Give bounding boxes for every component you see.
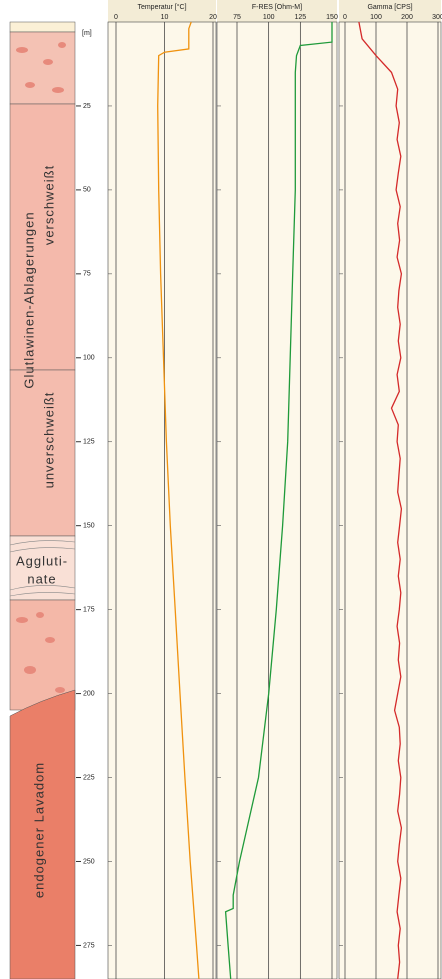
lithology-label: endogener Lavadom [31,762,46,898]
y-tick-label: 275 [83,942,95,949]
y-tick-label: 75 [83,271,91,278]
y-tick-label: 100 [83,355,95,362]
y-tick-label: 25 [83,103,91,110]
y-tick-label: 150 [83,523,95,530]
track [216,21,338,979]
x-tick-label: 0 [114,14,118,21]
track-header [339,0,441,22]
y-tick-label: 200 [83,690,95,697]
x-tick-label: 20 [209,14,217,21]
lithology-column [9,21,76,979]
lithology-label: Aggluti- [16,553,68,568]
x-tick-label: 125 [294,14,306,21]
lithology-label: unverschweißt [41,392,56,489]
layer [9,103,76,371]
layer [9,599,76,711]
track-title: Gamma [CPS] [367,4,412,11]
y-axis-label: [m] [82,30,92,37]
track [107,21,217,979]
y-tick-label: 125 [83,439,95,446]
track-title: Temperatur [°C] [137,3,186,11]
y-tick-label: 250 [83,858,95,865]
lithology-label: nate [27,571,56,586]
track-title: F-RES [Ohm-M] [252,4,302,11]
x-tick-label: 0 [343,14,347,21]
y-tick-label: 225 [83,774,95,781]
lithology-label: verschweißt [41,165,56,245]
x-tick-label: 150 [326,14,338,21]
y-tick-label: 50 [83,187,91,194]
track-header [108,0,216,22]
log-curve [358,21,403,979]
log-curve [224,22,333,979]
x-tick-label: 100 [370,14,382,21]
layer [9,31,76,105]
layer [9,535,76,601]
lithology-label: Glutlawinen-Ablagerungen [21,211,36,388]
lithology-pattern [16,42,66,693]
x-tick-label: 300 [432,14,442,21]
layer [9,369,76,537]
layer [9,21,76,33]
x-tick-label: 100 [263,14,275,21]
log-curve [157,21,200,979]
track-header [217,0,337,22]
x-tick-label: 200 [401,14,413,21]
x-tick-label: 10 [161,14,169,21]
agglutinate-lines [9,540,76,597]
track [338,21,442,979]
layer [9,689,76,979]
y-tick-label: 175 [83,606,95,613]
x-tick-label: 75 [233,14,241,21]
